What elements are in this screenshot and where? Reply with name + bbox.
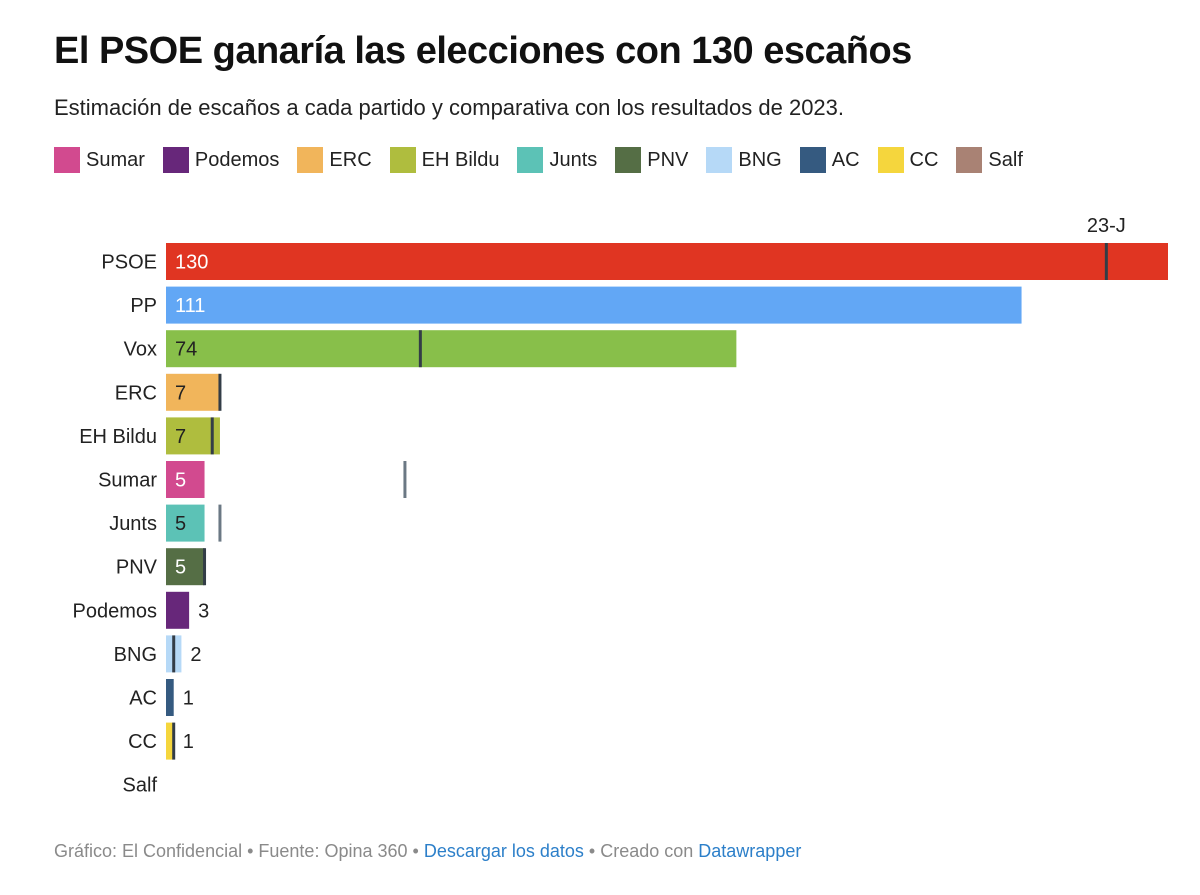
bar xyxy=(166,722,174,760)
legend-item: CC xyxy=(877,147,939,173)
data-label: 7 xyxy=(175,426,186,448)
legend-label: AC xyxy=(831,148,860,171)
legend-item: Junts xyxy=(517,147,597,173)
legend-item: Salf xyxy=(956,147,1023,173)
bar-chart: 23-J PSOE 130 PP 111 Vox 74 ERC 7 EH Bildu 7 Sumar 5… xyxy=(73,215,1168,797)
legend-label: EH Bildu xyxy=(421,148,500,171)
bar xyxy=(166,548,205,586)
legend-item: Podemos xyxy=(162,147,280,173)
data-label: 1 xyxy=(183,688,194,710)
legend-item: BNG xyxy=(706,147,782,173)
footer-credit: Gráfico: El Confidencial xyxy=(54,841,243,861)
category-label: AC xyxy=(129,688,157,710)
legend-swatch xyxy=(162,147,189,173)
bar xyxy=(166,504,205,542)
legend-item: PNV xyxy=(615,147,688,173)
legend-swatch xyxy=(877,147,904,173)
legend-label: ERC xyxy=(329,148,372,171)
legend-item: EH Bildu xyxy=(389,147,500,173)
category-label: PNV xyxy=(116,557,158,579)
footer-separator: • xyxy=(407,841,424,861)
data-label: 5 xyxy=(175,557,186,579)
category-label: Podemos xyxy=(73,600,158,622)
chart-title: El PSOE ganaría las elecciones con 130 e… xyxy=(54,30,912,72)
category-label: ERC xyxy=(115,382,157,404)
data-label: 111 xyxy=(175,295,205,317)
legend-item: Sumar xyxy=(54,147,145,173)
chart-footer: Gráfico: El Confidencial • Fuente: Opina… xyxy=(54,841,801,862)
footer-separator: • xyxy=(242,841,259,861)
category-label: Junts xyxy=(109,513,157,535)
data-label: 74 xyxy=(175,339,197,361)
legend-swatch xyxy=(54,147,80,173)
bar xyxy=(166,243,1168,280)
legend-swatch xyxy=(706,147,733,173)
bar xyxy=(166,373,220,411)
footer-source: Fuente: Opina 360 xyxy=(258,841,408,861)
footer-created-with: Creado con xyxy=(600,841,699,861)
category-label: EH Bildu xyxy=(79,426,157,448)
data-label: 5 xyxy=(175,513,186,535)
category-label: Vox xyxy=(124,339,157,361)
legend-swatch xyxy=(517,147,544,173)
reference-series-label: 23-J xyxy=(1087,215,1126,237)
bar xyxy=(166,679,174,716)
data-label: 5 xyxy=(175,470,186,492)
datawrapper-link[interactable]: Datawrapper xyxy=(698,841,802,861)
legend-label: PNV xyxy=(647,148,689,171)
data-label: 3 xyxy=(198,600,209,622)
chart-legend: Sumar Podemos ERC EH Bildu Junts PNV BNG AC CC Sa… xyxy=(54,147,1041,173)
legend-swatch xyxy=(297,147,324,173)
bar xyxy=(166,591,190,629)
legend-label: BNG xyxy=(738,148,782,171)
category-label: PP xyxy=(130,295,157,317)
data-label: 130 xyxy=(175,252,208,274)
bar xyxy=(166,330,737,368)
legend-label: CC xyxy=(909,148,939,171)
legend-swatch xyxy=(389,147,416,173)
legend-label: Podemos xyxy=(194,148,280,171)
data-label: 2 xyxy=(190,644,201,666)
legend-label: Sumar xyxy=(86,148,145,171)
category-label: BNG xyxy=(114,644,157,666)
category-label: Sumar xyxy=(98,470,157,492)
bar xyxy=(166,286,1022,324)
legend-item: AC xyxy=(799,147,860,173)
legend-item: ERC xyxy=(297,147,372,173)
category-label: CC xyxy=(128,731,157,753)
legend-swatch xyxy=(956,147,983,173)
data-label: 1 xyxy=(183,731,194,753)
legend-swatch xyxy=(799,147,826,173)
category-label: PSOE xyxy=(101,252,157,274)
category-label: Salf xyxy=(123,775,158,797)
legend-label: Junts xyxy=(549,148,598,171)
download-data-link[interactable]: Descargar los datos xyxy=(423,841,584,861)
legend-swatch xyxy=(615,147,642,173)
bar xyxy=(166,461,205,498)
footer-separator: • xyxy=(583,841,601,861)
chart-subtitle: Estimación de escaños a cada partido y c… xyxy=(54,95,845,120)
data-label: 7 xyxy=(175,382,186,404)
legend-label: Salf xyxy=(988,148,1023,171)
